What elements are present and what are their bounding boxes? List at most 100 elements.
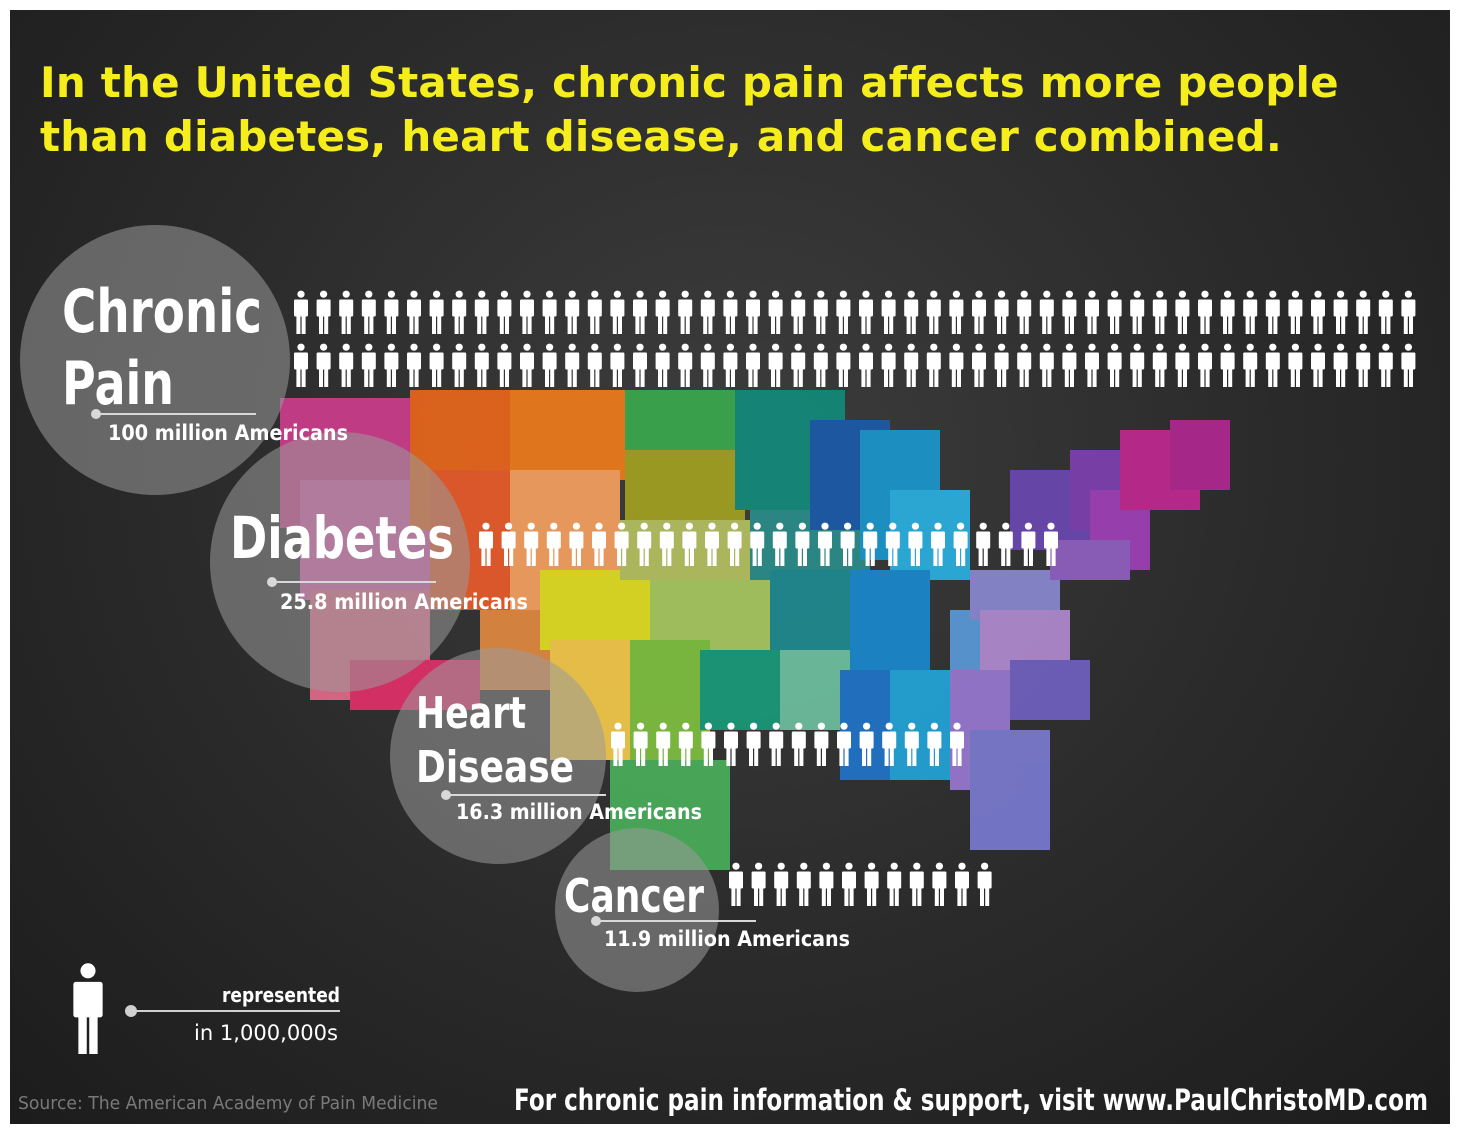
person-icon [1039, 343, 1054, 387]
value-label-cancer: 11.9 million Americans [604, 927, 850, 951]
legend: represented in 1,000,000s [73, 963, 340, 1054]
person-icon [520, 343, 534, 387]
person-icon [977, 862, 992, 906]
person-icon [887, 862, 902, 906]
person-icon [949, 290, 964, 334]
value-dot-diabetes [267, 577, 277, 587]
person-icon [813, 343, 828, 387]
bubble-cancer [555, 828, 719, 992]
person-icon [1356, 343, 1371, 387]
person-icon [791, 343, 806, 387]
series-name-chronic-pain-line2: Pain [62, 349, 174, 419]
person-icon [407, 290, 421, 334]
person-icon [1039, 290, 1054, 334]
person-icon [1288, 290, 1303, 334]
series-name-heart-disease-line2: Disease [416, 742, 574, 793]
person-icon [768, 343, 783, 387]
person-icon [1220, 343, 1235, 387]
person-icon [565, 290, 580, 334]
person-icon [881, 290, 896, 334]
person-icon [976, 522, 991, 566]
person-icon [1333, 290, 1348, 334]
person-icon [949, 343, 964, 387]
person-icon [1288, 343, 1303, 387]
person-icon [1017, 290, 1032, 334]
map-region [625, 450, 745, 520]
person-icon [1378, 290, 1393, 334]
person-icon [955, 862, 969, 906]
person-icon [1198, 343, 1212, 387]
person-icon [316, 290, 331, 334]
person-icon [1243, 290, 1258, 334]
person-icon [791, 290, 806, 334]
series-name-diabetes: Diabetes [230, 504, 454, 572]
person-icon [1062, 343, 1077, 387]
person-icon [1175, 343, 1190, 387]
bubble-chronic-pain [20, 225, 290, 495]
bubble-heart-disease [390, 648, 606, 864]
map-region [1170, 420, 1230, 490]
chart-canvas: Chronic Pain 100 million Americans Diabe… [18, 225, 1428, 1117]
person-icon [1152, 290, 1167, 334]
person-icon [1401, 290, 1416, 334]
value-dot-chronic-pain [91, 409, 101, 419]
person-icon [723, 290, 738, 334]
person-icon [339, 343, 354, 387]
series-name-cancer: Cancer [564, 869, 704, 923]
map-region [1050, 540, 1130, 580]
map-region [970, 730, 1050, 850]
bubble-diabetes [210, 432, 470, 692]
person-icon [361, 290, 376, 334]
legend-line2: in 1,000,000s [194, 1021, 338, 1045]
person-icon [678, 290, 693, 334]
person-icon [746, 290, 760, 334]
person-icon [497, 290, 512, 334]
person-icon [859, 343, 873, 387]
person-icon [655, 343, 670, 387]
person-icon [1107, 290, 1122, 334]
person-icon [429, 290, 444, 334]
person-icon [1130, 290, 1145, 334]
person-icon [1265, 290, 1280, 334]
person-icon [384, 343, 399, 387]
person-icon [768, 290, 783, 334]
person-icon [1311, 290, 1325, 334]
person-icon [746, 343, 760, 387]
person-icon [633, 343, 647, 387]
value-dot-heart-disease [441, 790, 451, 800]
person-icon [1198, 290, 1212, 334]
person-icon [339, 290, 354, 334]
person-icon [1220, 290, 1235, 334]
map-region [540, 570, 650, 650]
person-icon [1356, 290, 1371, 334]
person-icon [1265, 343, 1280, 387]
person-icon [932, 862, 947, 906]
person-icon [796, 862, 811, 906]
person-icon [723, 343, 738, 387]
person-icon [864, 862, 879, 906]
person-icon [881, 343, 896, 387]
person-icon [587, 290, 602, 334]
person-icon [497, 343, 512, 387]
legend-person-icon [73, 963, 103, 1054]
value-label-heart-disease: 16.3 million Americans [456, 800, 702, 824]
person-icon [407, 343, 421, 387]
person-icon [774, 862, 789, 906]
person-icon [429, 343, 444, 387]
person-icon [1175, 290, 1190, 334]
person-icon [1085, 290, 1099, 334]
person-icon [836, 290, 851, 334]
value-label-chronic-pain: 100 million Americans [108, 421, 348, 445]
person-icon [452, 343, 467, 387]
person-icon [994, 290, 1009, 334]
person-icon [1378, 343, 1393, 387]
value-label-diabetes: 25.8 million Americans [280, 590, 528, 614]
person-icon [972, 343, 986, 387]
person-icon [633, 290, 647, 334]
person-icon [294, 290, 308, 334]
person-icon [361, 343, 376, 387]
map-region [1010, 660, 1090, 720]
series-name-heart-disease-line1: Heart [416, 688, 526, 739]
person-icon [819, 862, 834, 906]
map-region [890, 670, 950, 780]
